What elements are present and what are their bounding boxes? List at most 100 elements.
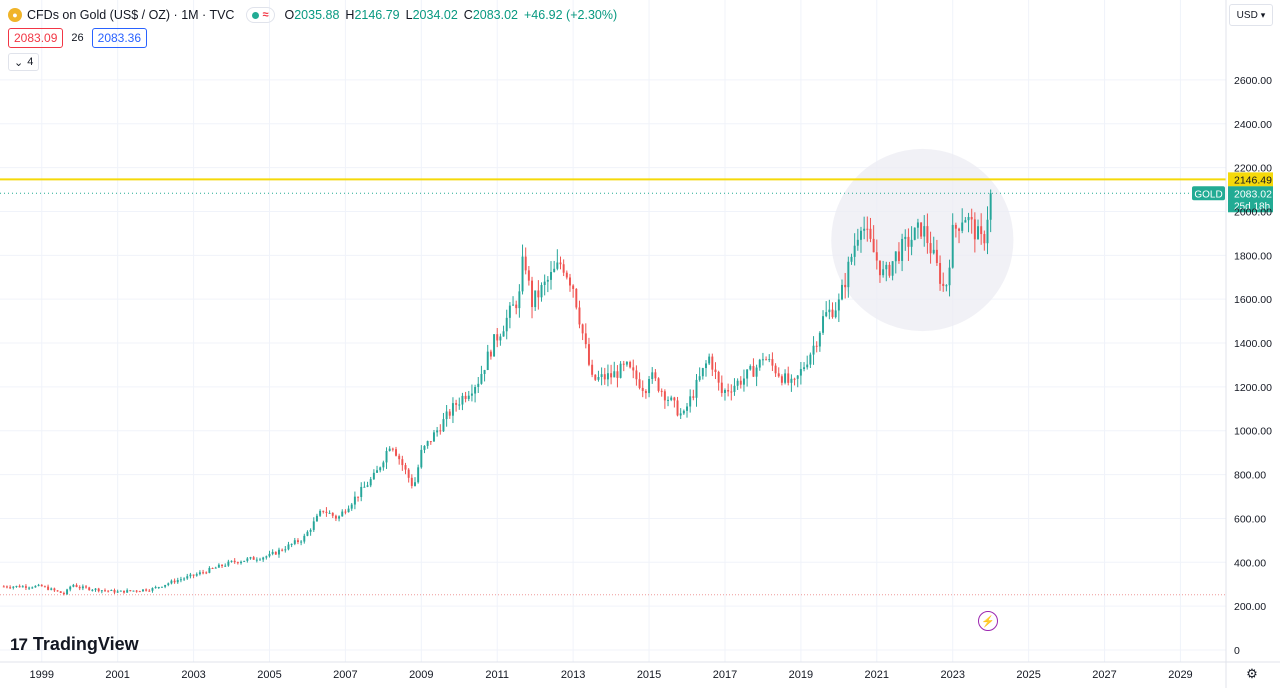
candle[interactable] <box>610 364 613 385</box>
candle[interactable] <box>746 369 749 387</box>
candle[interactable] <box>701 367 704 380</box>
candle[interactable] <box>493 334 496 357</box>
candle[interactable] <box>151 587 154 593</box>
candle[interactable] <box>451 397 454 424</box>
candle[interactable] <box>989 189 992 233</box>
candle[interactable] <box>281 548 284 552</box>
candle[interactable] <box>777 367 780 378</box>
candle[interactable] <box>739 376 742 389</box>
candle[interactable] <box>578 300 581 329</box>
candle[interactable] <box>455 399 458 412</box>
candle[interactable] <box>569 273 571 292</box>
candle[interactable] <box>894 251 897 274</box>
candle[interactable] <box>179 576 182 583</box>
candle[interactable] <box>126 588 129 593</box>
candle[interactable] <box>353 491 356 510</box>
candle[interactable] <box>249 556 252 560</box>
candle[interactable] <box>755 364 758 387</box>
candle[interactable] <box>518 284 521 318</box>
candle[interactable] <box>85 585 88 589</box>
candle[interactable] <box>432 429 435 442</box>
tradingview-logo[interactable]: 17 TradingView <box>10 634 139 655</box>
candle[interactable] <box>43 585 46 588</box>
candle[interactable] <box>306 530 309 537</box>
candle[interactable] <box>553 260 556 273</box>
candle[interactable] <box>496 327 499 348</box>
candle[interactable] <box>809 352 812 369</box>
candle[interactable] <box>198 570 201 576</box>
candle[interactable] <box>113 588 116 594</box>
candle[interactable] <box>315 513 318 522</box>
currency-button[interactable]: USD ▾ <box>1229 4 1273 26</box>
candle[interactable] <box>673 396 676 408</box>
candle[interactable] <box>195 572 198 577</box>
candle[interactable] <box>148 589 151 592</box>
candle[interactable] <box>667 396 670 407</box>
candle[interactable] <box>679 408 682 419</box>
candle[interactable] <box>34 585 37 588</box>
candle[interactable] <box>154 585 157 589</box>
candle[interactable] <box>366 481 369 488</box>
candle[interactable] <box>401 455 404 471</box>
candle[interactable] <box>606 364 609 387</box>
candle[interactable] <box>920 222 923 240</box>
candle[interactable] <box>540 282 543 302</box>
candle[interactable] <box>942 272 945 292</box>
candle[interactable] <box>499 333 502 346</box>
candle[interactable] <box>157 586 160 589</box>
candle[interactable] <box>24 584 27 591</box>
candle[interactable] <box>274 551 277 555</box>
candle[interactable] <box>834 302 837 319</box>
candle[interactable] <box>587 337 590 367</box>
candle[interactable] <box>708 353 711 366</box>
candle[interactable] <box>935 239 938 266</box>
candle[interactable] <box>847 256 850 298</box>
candle[interactable] <box>132 590 135 592</box>
candle[interactable] <box>901 233 904 272</box>
candle[interactable] <box>303 533 306 544</box>
candle[interactable] <box>486 344 489 371</box>
candle[interactable] <box>423 445 426 454</box>
candle[interactable] <box>2 585 5 588</box>
candle[interactable] <box>793 377 796 386</box>
candle[interactable] <box>752 358 755 377</box>
candle[interactable] <box>559 256 562 270</box>
candle[interactable] <box>676 396 679 417</box>
candle[interactable] <box>230 560 233 563</box>
candle[interactable] <box>62 591 65 596</box>
candle[interactable] <box>417 464 420 484</box>
candle[interactable] <box>369 476 372 488</box>
candle[interactable] <box>689 389 692 413</box>
candle[interactable] <box>670 395 673 402</box>
candle[interactable] <box>727 383 730 397</box>
candle[interactable] <box>388 446 391 452</box>
candle[interactable] <box>505 309 508 340</box>
candle[interactable] <box>40 584 43 587</box>
candle[interactable] <box>436 426 439 437</box>
candle[interactable] <box>534 290 537 311</box>
candle[interactable] <box>173 578 176 584</box>
candle[interactable] <box>856 228 859 251</box>
candle[interactable] <box>860 226 862 253</box>
candle[interactable] <box>543 274 546 296</box>
candle[interactable] <box>556 249 559 271</box>
candle[interactable] <box>815 341 818 353</box>
candle[interactable] <box>360 482 363 502</box>
candle[interactable] <box>445 404 448 427</box>
candle[interactable] <box>208 566 211 574</box>
candle[interactable] <box>372 469 375 481</box>
candle[interactable] <box>15 585 18 588</box>
candle[interactable] <box>812 336 815 365</box>
candle[interactable] <box>138 590 141 593</box>
candle[interactable] <box>907 228 910 261</box>
candle[interactable] <box>597 370 600 382</box>
candle[interactable] <box>613 361 616 378</box>
candle[interactable] <box>325 507 328 517</box>
candle[interactable] <box>863 216 866 240</box>
candle[interactable] <box>217 563 220 568</box>
candle[interactable] <box>296 538 299 545</box>
candle[interactable] <box>562 259 565 277</box>
